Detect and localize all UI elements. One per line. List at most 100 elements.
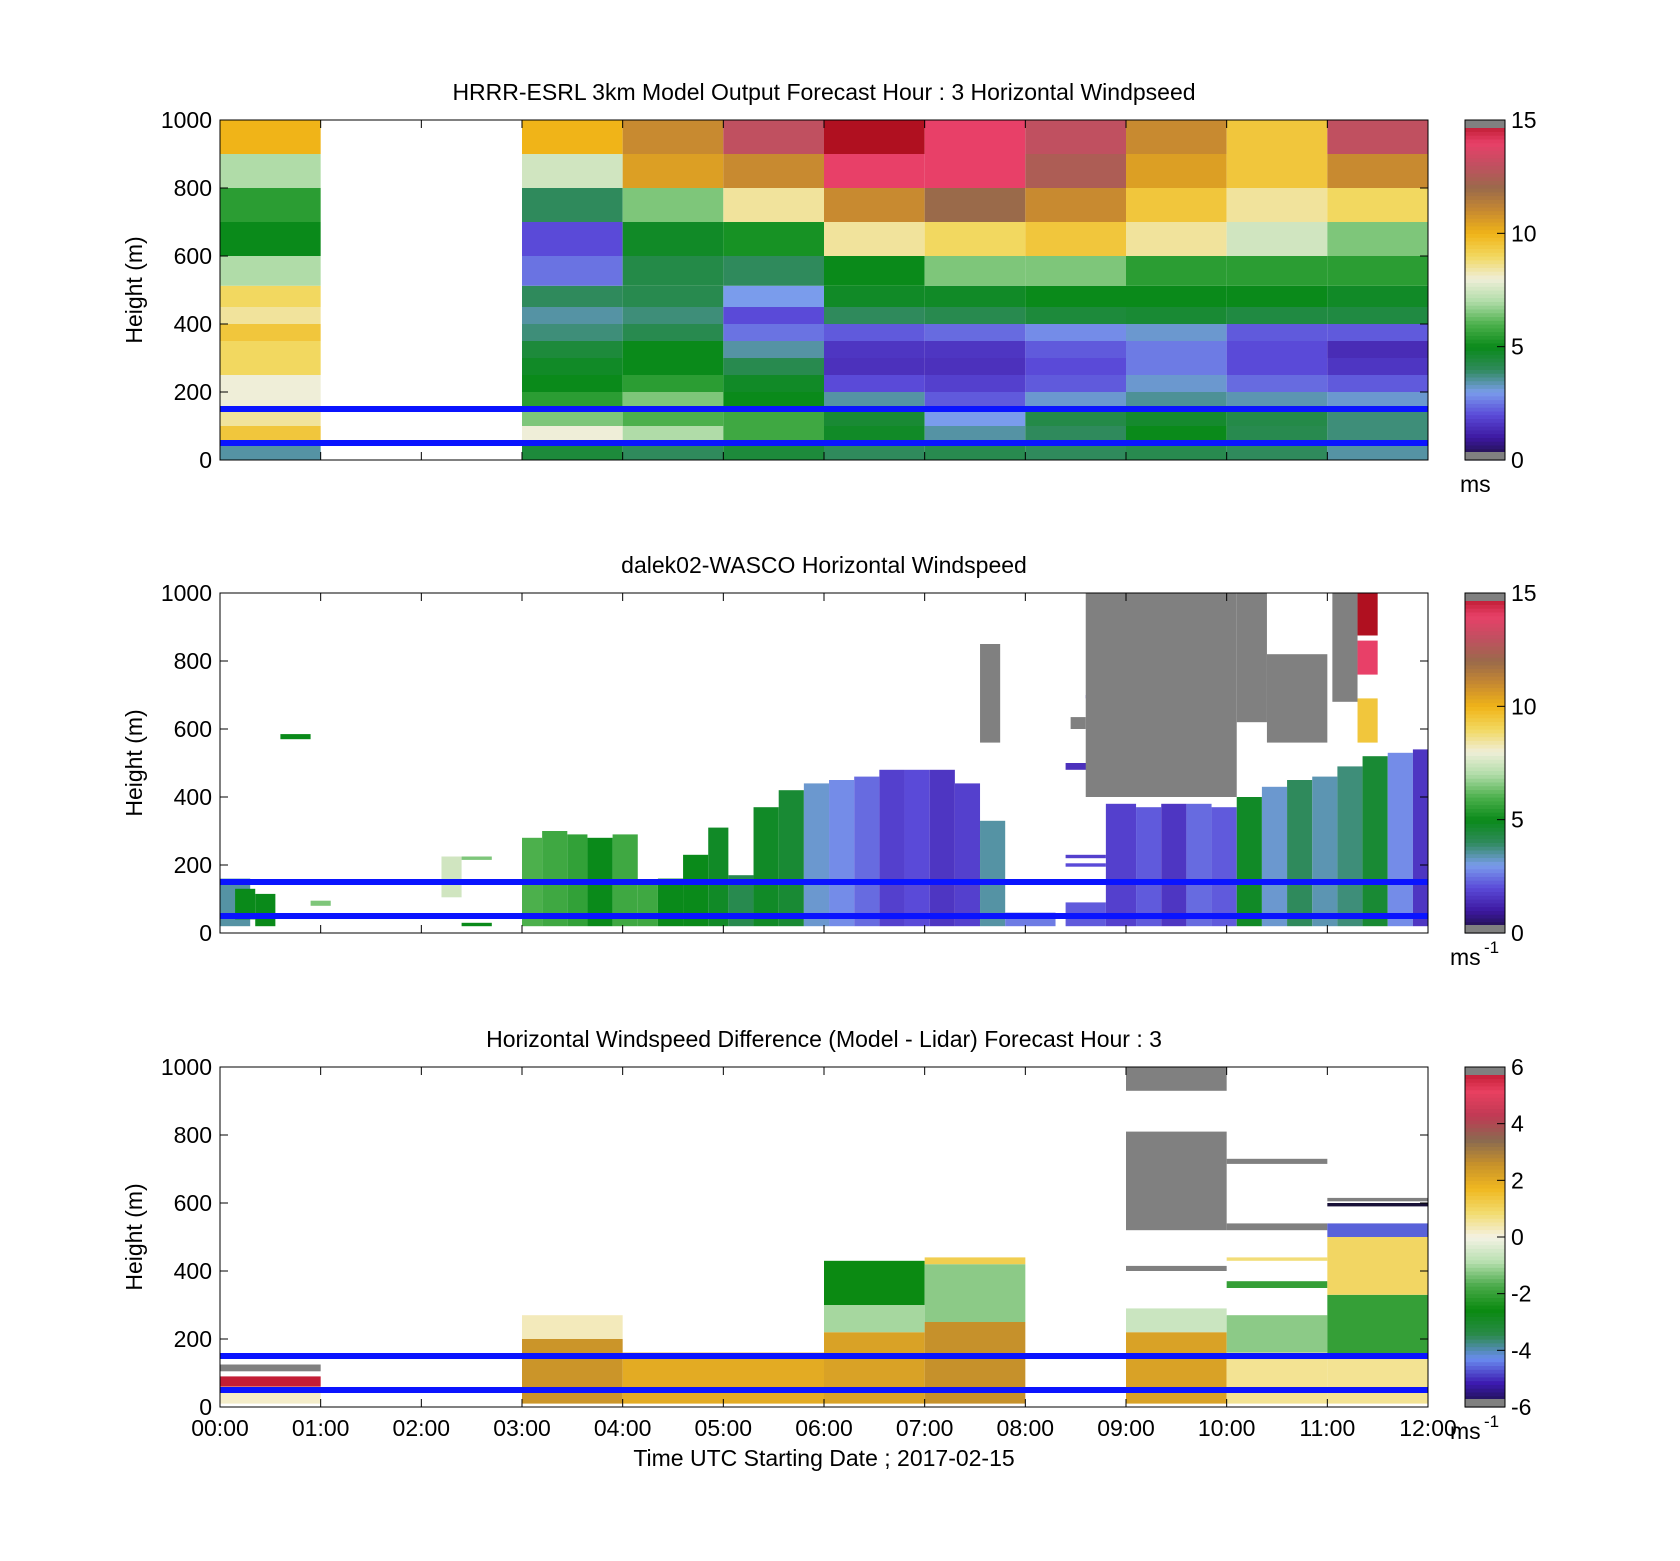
- colorbar-cap: [1465, 1399, 1505, 1407]
- colorbar-segment: [1465, 1225, 1505, 1231]
- colorbar-segment: [1465, 1089, 1505, 1095]
- colorbar-segment: [1465, 604, 1505, 609]
- colorbar-segment: [1465, 293, 1505, 299]
- colorbar-segment: [1465, 1127, 1505, 1132]
- colorbar-segment: [1465, 1157, 1505, 1163]
- heatmap-cell: [824, 426, 925, 443]
- heatmap-cell: [723, 188, 824, 222]
- heatmap-cell: [1226, 1257, 1328, 1261]
- colorbar-segment: [1465, 429, 1505, 435]
- colorbar-segment: [1465, 1150, 1505, 1155]
- colorbar-segment: [1465, 426, 1505, 431]
- x-tick-label: 04:00: [594, 1415, 652, 1441]
- heatmap-cell: [723, 307, 824, 324]
- colorbar-segment: [1465, 815, 1505, 821]
- colorbar-tick-label: 10: [1511, 693, 1537, 719]
- heatmap-cell: [824, 307, 925, 324]
- heatmap-cell: [1357, 698, 1378, 743]
- colorbar-segment: [1465, 819, 1505, 825]
- colorbar-segment: [1465, 600, 1505, 605]
- colorbar-segment: [1465, 399, 1505, 404]
- colorbar-segment: [1465, 1078, 1505, 1083]
- colorbar-segment: [1465, 1255, 1505, 1261]
- colorbar-segment: [1465, 778, 1505, 783]
- colorbar-segment: [1465, 717, 1505, 723]
- colorbar-unit-exponent: -1: [1484, 938, 1499, 957]
- heatmap-cell: [1362, 756, 1388, 927]
- colorbar-segment: [1465, 320, 1505, 325]
- colorbar-segment: [1465, 169, 1505, 174]
- heatmap-cell: [522, 188, 623, 222]
- heatmap-cell: [1226, 324, 1328, 341]
- colorbar-segment: [1465, 1263, 1505, 1268]
- heatmap-cell: [924, 307, 1026, 324]
- heatmap-cell: [1025, 426, 1126, 443]
- colorbar-segment: [1465, 305, 1505, 310]
- colorbar-segment: [1465, 1191, 1505, 1197]
- heatmap-cell: [1226, 1281, 1328, 1288]
- y-tick-label: 400: [174, 311, 212, 337]
- panels: HRRR-ESRL 3km Model Output Forecast Hour…: [121, 79, 1537, 1471]
- heatmap-cell: [924, 154, 1026, 188]
- x-tick-label: 06:00: [795, 1415, 853, 1441]
- colorbar-tick-label: -4: [1511, 1337, 1532, 1363]
- heatmap-cell: [824, 222, 925, 256]
- colorbar-cap: [1465, 593, 1505, 601]
- colorbar-segment: [1465, 1123, 1505, 1129]
- heatmap-cell: [522, 392, 623, 409]
- heatmap-cell: [220, 285, 321, 307]
- heatmap-cell: [824, 1305, 925, 1333]
- colorbar-segment: [1465, 195, 1505, 200]
- heatmap-cell: [924, 358, 1026, 375]
- colorbar-segment: [1465, 1365, 1505, 1370]
- colorbar-segment: [1465, 278, 1505, 284]
- heatmap-cell: [1085, 593, 1237, 797]
- colorbar-segment: [1465, 127, 1505, 132]
- y-tick-label: 0: [199, 447, 212, 473]
- colorbar-segment: [1465, 188, 1505, 193]
- colorbar-segment: [1465, 1331, 1505, 1336]
- heatmap-cell: [924, 1257, 1026, 1265]
- colorbar-segment: [1465, 1259, 1505, 1265]
- y-tick-label: 800: [174, 648, 212, 674]
- heatmap-cell: [723, 324, 824, 341]
- colorbar-segment: [1465, 365, 1505, 370]
- heatmap-cell: [723, 426, 824, 443]
- heatmap-cell: [829, 780, 855, 927]
- colorbar-segment: [1465, 627, 1505, 632]
- colorbar-segment: [1465, 342, 1505, 348]
- heatmap-cell: [1357, 640, 1378, 675]
- heatmap-cell: [1261, 786, 1288, 927]
- heatmap-cell: [220, 222, 321, 256]
- heatmap-cell: [1025, 341, 1126, 358]
- colorbar-segment: [1465, 1206, 1505, 1212]
- colorbar-segment: [1465, 240, 1505, 246]
- colorbar-segment: [1465, 1323, 1505, 1329]
- colorbar-segment: [1465, 1354, 1505, 1359]
- heatmap-cell: [1337, 766, 1363, 927]
- colorbar-segment: [1465, 895, 1505, 900]
- colorbar-tick-label: 15: [1511, 580, 1537, 606]
- heatmap-cell: [1025, 188, 1126, 222]
- y-tick-label: 800: [174, 1122, 212, 1148]
- heatmap-cell: [1327, 188, 1428, 222]
- colorbar-tick-label: 2: [1511, 1167, 1524, 1193]
- heatmap-cell: [1226, 341, 1328, 358]
- colorbar-segment: [1465, 668, 1505, 673]
- colorbar-segment: [1465, 361, 1505, 367]
- heatmap-cell: [924, 443, 1026, 460]
- heatmap-cell: [924, 426, 1026, 443]
- colorbar-cap: [1465, 120, 1505, 128]
- colorbar-segment: [1465, 880, 1505, 885]
- colorbar-tick-label: 4: [1511, 1111, 1524, 1137]
- y-tick-label: 1000: [161, 580, 212, 606]
- colorbar-segment: [1465, 642, 1505, 647]
- y-axis-label: Height (m): [121, 709, 147, 816]
- colorbar-segment: [1465, 301, 1505, 306]
- heatmap-cell: [637, 882, 658, 927]
- colorbar-segment: [1465, 823, 1505, 828]
- colorbar-segment: [1465, 770, 1505, 775]
- colorbar-segment: [1465, 252, 1505, 257]
- colorbar-segment: [1465, 324, 1505, 329]
- heatmap-cell: [1327, 1223, 1428, 1237]
